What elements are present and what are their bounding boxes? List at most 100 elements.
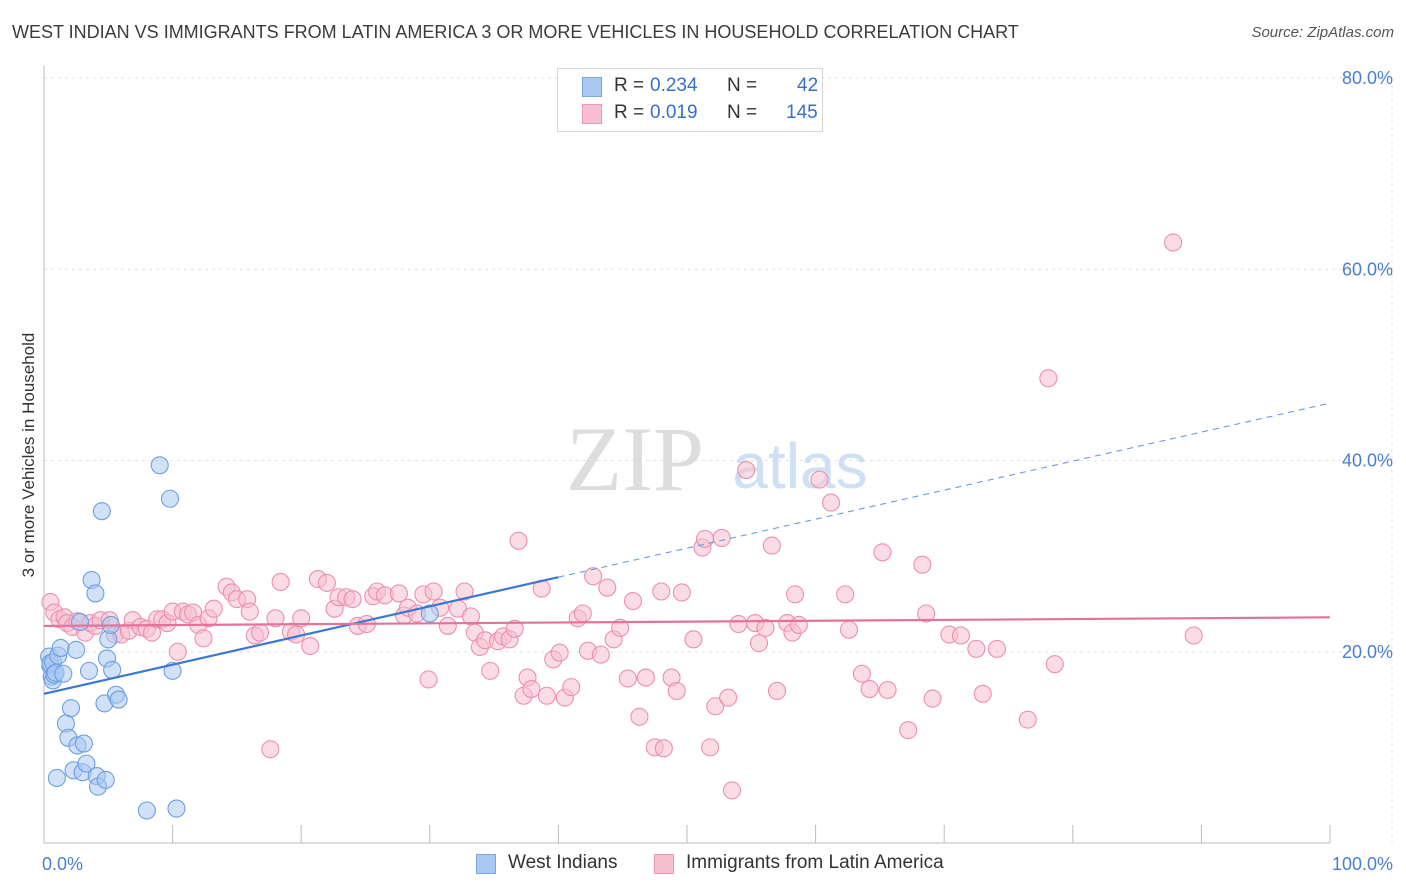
legend-swatch-west-indians — [582, 77, 602, 97]
data-point — [767, 681, 787, 701]
data-point — [194, 629, 213, 648]
data-point — [860, 679, 879, 699]
data-point — [749, 634, 769, 653]
data-point — [756, 618, 775, 637]
data-point — [389, 584, 408, 603]
data-point — [562, 678, 581, 697]
data-point — [79, 661, 99, 680]
trend-lines — [43, 402, 1331, 695]
r-value: 0.019 — [650, 102, 698, 123]
data-point — [1045, 655, 1064, 674]
y-tick-label: 40.0% — [1342, 451, 1393, 471]
data-point — [839, 620, 859, 639]
watermark: ZIP atlas — [566, 408, 868, 510]
data-point — [537, 686, 556, 705]
latin-america-points — [41, 233, 1203, 800]
x-tick-label: 100.0% — [1332, 854, 1393, 874]
data-point — [573, 604, 592, 623]
stats-legend: R = 0.234 N = 42 R = 0.019 N = 145 — [557, 68, 823, 132]
data-point — [967, 639, 986, 658]
y-tick-label: 20.0% — [1342, 642, 1393, 662]
data-point — [343, 590, 362, 609]
data-point — [821, 493, 841, 512]
data-point — [630, 707, 649, 726]
west-indian-points — [40, 456, 439, 820]
y-axis-label: 3 or more Vehicles in Household — [19, 333, 38, 578]
data-point — [266, 609, 285, 628]
data-point — [47, 768, 66, 788]
watermark-zip: ZIP — [566, 408, 704, 510]
data-point — [271, 572, 290, 591]
data-point — [852, 664, 871, 683]
data-point — [1018, 710, 1037, 729]
data-point — [719, 688, 738, 707]
grid-lines — [44, 77, 1393, 843]
data-point — [636, 668, 655, 687]
data-point — [168, 642, 187, 661]
data-point — [292, 609, 311, 628]
bottom-legend-label: West Indians — [508, 852, 618, 873]
x-tick-label: 0.0% — [42, 854, 83, 874]
data-point — [836, 585, 855, 604]
data-point — [810, 470, 829, 489]
data-point — [762, 536, 781, 555]
data-point — [785, 585, 805, 604]
data-point — [623, 592, 643, 611]
axes — [43, 66, 1331, 844]
data-point — [70, 613, 90, 632]
data-point — [672, 583, 691, 602]
data-point — [438, 616, 457, 635]
data-point — [899, 721, 918, 740]
data-point — [74, 734, 93, 753]
latin-america-trend-line — [43, 616, 1331, 628]
data-point — [424, 582, 443, 601]
r-label: R = — [614, 75, 645, 96]
n-value: 42 — [797, 75, 819, 96]
data-point — [160, 489, 180, 508]
data-point — [973, 684, 992, 703]
data-point — [611, 618, 630, 637]
data-point — [481, 661, 500, 680]
data-point — [240, 602, 259, 621]
data-point — [420, 604, 439, 623]
data-point — [591, 645, 610, 664]
data-point — [77, 754, 96, 773]
data-point — [505, 619, 524, 638]
data-point — [61, 699, 81, 718]
y-tick-label: 80.0% — [1342, 68, 1393, 88]
data-point — [92, 502, 111, 521]
tick-labels: 20.0% 40.0% 60.0% 80.0% 0.0% 100.0% — [42, 68, 1393, 874]
n-value: 145 — [786, 102, 818, 123]
west-indian-trend-line — [43, 576, 559, 695]
data-point — [737, 461, 756, 480]
data-point — [1164, 233, 1183, 252]
data-point — [695, 529, 715, 548]
watermark-atlas: atlas — [732, 430, 867, 502]
source-label: Source: ZipAtlas.com — [1251, 24, 1394, 41]
data-point — [301, 636, 320, 656]
data-point — [86, 584, 105, 603]
data-point — [103, 660, 122, 679]
data-point — [987, 639, 1006, 658]
data-point — [873, 543, 892, 562]
bottom-legend-swatch-west-indians — [476, 854, 496, 874]
data-point — [598, 578, 617, 597]
data-point — [261, 740, 280, 759]
data-point — [722, 781, 742, 800]
data-point — [684, 630, 703, 649]
data-point — [522, 679, 541, 699]
bottom-legend-label: Immigrants from Latin America — [686, 852, 944, 873]
data-point — [913, 555, 932, 574]
data-point — [789, 615, 808, 635]
data-point — [167, 799, 186, 818]
data-point — [1039, 369, 1058, 388]
data-point — [455, 582, 474, 601]
y-tick-label: 60.0% — [1342, 259, 1393, 279]
data-point — [550, 643, 569, 662]
data-point — [96, 770, 115, 789]
data-point — [667, 681, 686, 701]
data-point — [54, 664, 73, 683]
n-label: N = — [727, 75, 758, 96]
data-point — [654, 739, 673, 758]
